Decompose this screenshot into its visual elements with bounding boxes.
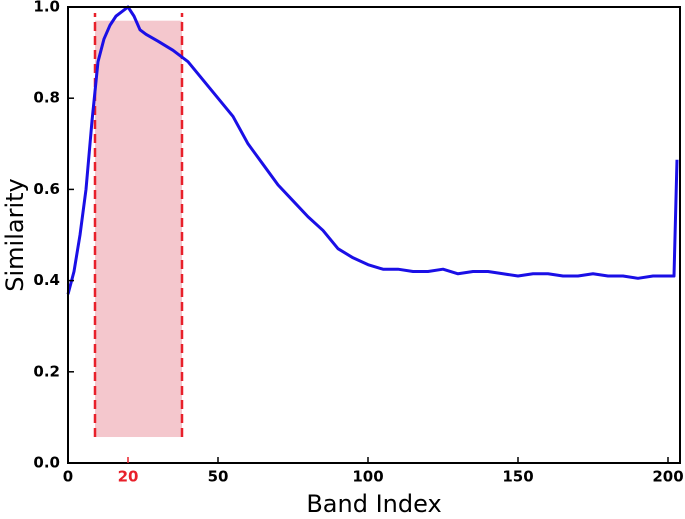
y-tick-label: 1.0 [33, 0, 60, 16]
y-tick-label: 0.6 [33, 180, 60, 198]
y-tick-label: 0.2 [33, 362, 60, 380]
x-axis-title: Band Index [306, 490, 441, 518]
x-tick-label: 200 [652, 468, 683, 486]
y-tick-label: 0.0 [33, 454, 60, 472]
x-tick-label: 150 [502, 468, 533, 486]
y-tick-label: 0.4 [33, 271, 60, 289]
x-tick-label: 20 [118, 468, 139, 486]
x-tick-label: 0 [63, 468, 73, 486]
x-tick-label: 100 [352, 468, 383, 486]
data-line [66, 5, 679, 295]
y-tick-label: 0.8 [33, 89, 60, 107]
highlight-span [95, 20, 182, 438]
plot-frame [67, 6, 681, 464]
x-tick-label: 50 [208, 468, 229, 486]
y-axis-title: Similarity [1, 178, 29, 291]
